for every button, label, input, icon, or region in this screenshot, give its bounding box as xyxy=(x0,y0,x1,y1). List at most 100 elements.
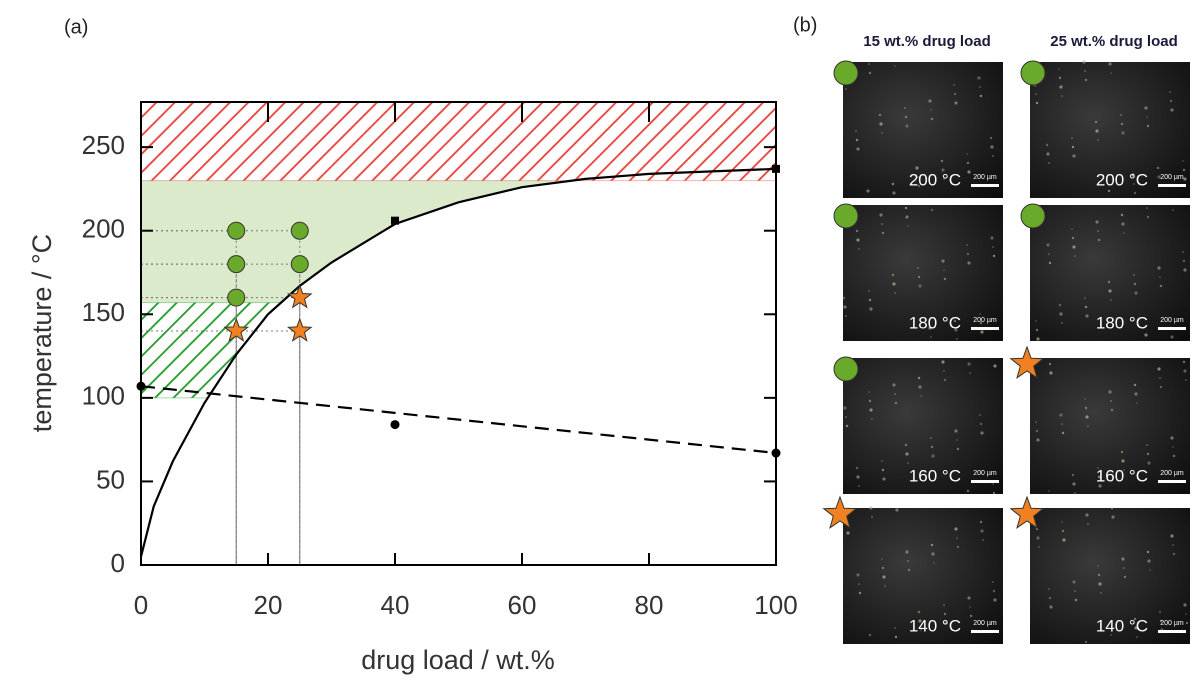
speck xyxy=(879,213,883,217)
speck xyxy=(1084,70,1086,72)
speck xyxy=(1185,621,1189,625)
speck xyxy=(928,326,932,330)
point xyxy=(227,255,246,274)
speck xyxy=(1134,392,1138,396)
speck xyxy=(1048,362,1052,366)
speck xyxy=(894,393,896,395)
speck xyxy=(1107,189,1111,193)
speck xyxy=(907,560,909,562)
speck xyxy=(1136,636,1138,638)
speck xyxy=(953,84,955,86)
speck xyxy=(1084,305,1088,309)
speck xyxy=(1108,62,1112,66)
x-axis-label: drug load / wt.% xyxy=(361,645,555,675)
temperature-label: 200 °C xyxy=(1096,170,1148,189)
speck xyxy=(869,408,873,412)
speck xyxy=(892,191,896,195)
speck xyxy=(930,336,932,338)
scale-bar xyxy=(971,327,999,330)
speck xyxy=(1120,213,1124,217)
status-marker xyxy=(1020,203,1046,229)
speck xyxy=(1146,444,1148,446)
speck xyxy=(979,422,983,426)
speck xyxy=(1074,598,1078,602)
region xyxy=(141,102,776,182)
plot-frame xyxy=(140,101,777,566)
scale-bar-label: 200 µm xyxy=(973,174,997,181)
speck xyxy=(1182,160,1184,162)
speck xyxy=(907,568,911,572)
speck xyxy=(1121,222,1125,226)
speck xyxy=(1133,282,1137,286)
speck xyxy=(1071,228,1073,230)
column-header: 25 wt.% drug load xyxy=(1050,33,1178,50)
speck xyxy=(869,307,873,311)
point xyxy=(390,420,400,430)
speck xyxy=(894,627,896,629)
speck xyxy=(1110,400,1112,402)
speck xyxy=(1085,513,1089,517)
point xyxy=(223,317,250,342)
speck xyxy=(1146,207,1148,209)
speck xyxy=(1071,236,1075,240)
speck xyxy=(1097,475,1101,479)
speck xyxy=(1159,377,1161,379)
speck xyxy=(895,508,899,512)
speck xyxy=(1123,232,1125,234)
speck xyxy=(1035,328,1039,332)
speck xyxy=(1059,413,1063,417)
speck xyxy=(1071,145,1075,149)
scale-bar-label: 200 µm xyxy=(973,317,997,324)
speck xyxy=(1159,611,1161,613)
speck xyxy=(967,362,971,366)
speck xyxy=(1035,93,1037,95)
speck xyxy=(930,445,934,449)
speck xyxy=(1185,379,1187,381)
y-tick-label: 150 xyxy=(82,297,125,327)
speck xyxy=(1133,617,1137,621)
speck xyxy=(1183,177,1187,181)
speck xyxy=(1172,446,1174,448)
speck xyxy=(1172,209,1174,211)
speck xyxy=(1084,78,1088,82)
speck xyxy=(1110,506,1114,510)
y-tick-label: 50 xyxy=(96,464,125,494)
status-marker xyxy=(1020,60,1046,86)
scale-bar xyxy=(971,480,999,483)
speck xyxy=(882,477,886,481)
speck xyxy=(843,305,847,309)
region xyxy=(141,180,573,303)
speck xyxy=(930,437,932,439)
scale-bar-label: 200 µm xyxy=(1160,174,1184,181)
speck xyxy=(1146,124,1150,128)
speck xyxy=(1157,367,1161,371)
status-marker xyxy=(1009,495,1045,529)
speck xyxy=(1157,175,1161,179)
y-tick-label: 200 xyxy=(82,214,125,244)
speck xyxy=(969,372,971,374)
speck xyxy=(1134,626,1138,630)
speck xyxy=(1098,484,1102,488)
speck xyxy=(966,244,968,246)
speck xyxy=(956,537,958,539)
speck xyxy=(1183,369,1187,373)
speck xyxy=(869,506,873,510)
speck xyxy=(1058,76,1062,80)
micrograph xyxy=(843,205,1003,341)
speck xyxy=(894,401,898,405)
speck xyxy=(1159,619,1163,623)
speck xyxy=(1038,546,1040,548)
speck xyxy=(1120,114,1122,116)
temperature-label: 140 °C xyxy=(909,616,961,635)
speck xyxy=(1048,261,1052,265)
speck xyxy=(904,107,906,109)
x-tick-label: 60 xyxy=(508,590,537,620)
point xyxy=(286,284,313,309)
speck xyxy=(933,562,935,564)
speck xyxy=(858,591,862,595)
micrograph xyxy=(1030,62,1190,198)
speck xyxy=(1095,129,1099,133)
speck xyxy=(930,208,934,212)
speck xyxy=(1049,371,1053,375)
